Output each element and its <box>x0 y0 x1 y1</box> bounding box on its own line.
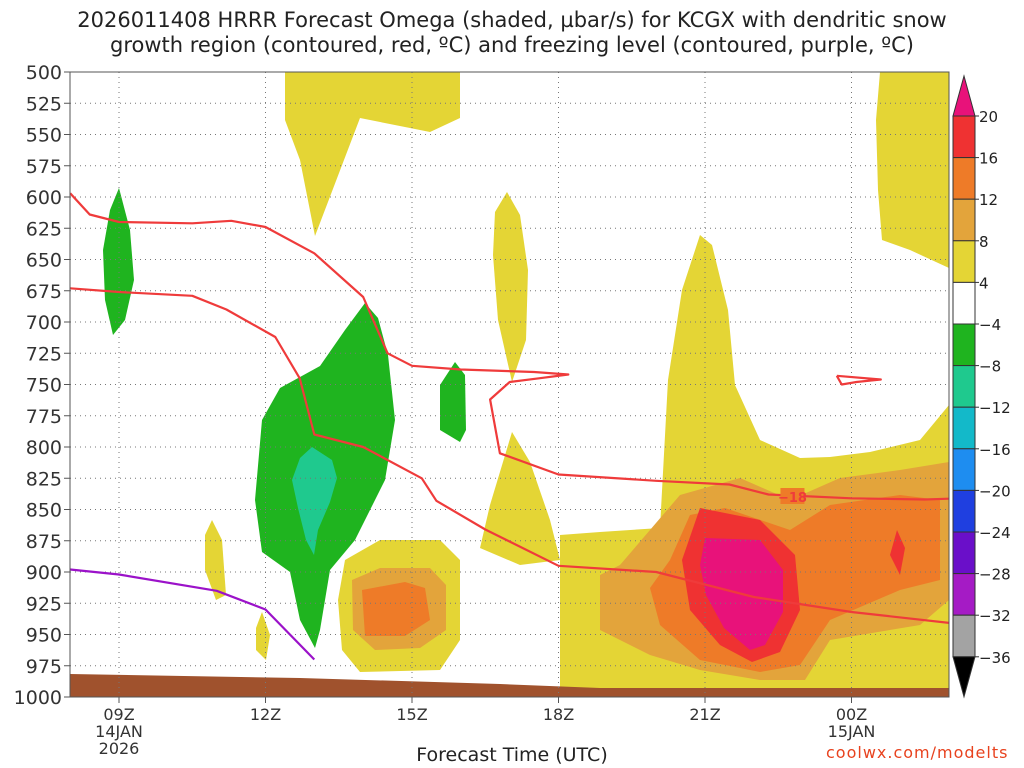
grid-lines <box>70 71 949 698</box>
colorbar-tick-label: −24 <box>979 524 1011 542</box>
omega-teal-region <box>292 447 337 555</box>
colorbar-swatch <box>952 157 976 200</box>
y-tick-label: 725 <box>26 343 62 365</box>
colorbar-swatch <box>952 614 976 658</box>
colorbar-swatch <box>952 531 976 575</box>
colorbar-swatch <box>952 323 976 367</box>
y-tick-label: 600 <box>26 187 62 209</box>
colorbar-tick-label: 4 <box>979 274 989 292</box>
colorbar-tick-label: −8 <box>979 358 1001 376</box>
y-tick-label: 1000 <box>14 687 62 709</box>
y-tick-label: 850 <box>26 500 62 522</box>
x-tick-date-label: 14JAN <box>95 722 143 741</box>
colorbar-tick-label: 8 <box>979 233 989 251</box>
credit-link[interactable]: coolwx.com/modelts <box>826 743 1009 762</box>
y-tick-label: 900 <box>26 562 62 584</box>
y-tick-label: 625 <box>26 218 62 240</box>
contour-line <box>70 568 316 661</box>
y-tick-label: 875 <box>26 531 62 553</box>
colorbar-swatch <box>952 573 976 616</box>
temperature-contours: −18 <box>70 192 949 661</box>
omega-yellow-region-narrow <box>493 192 528 382</box>
x-axis-label: Forecast Time (UTC) <box>416 744 608 766</box>
colorbar-tick-label: −20 <box>979 482 1011 500</box>
y-tick-label: 500 <box>26 62 62 84</box>
chart-title-line-2: growth region (contoured, red, ºC) and f… <box>110 33 914 57</box>
y-tick-label: 525 <box>26 93 62 115</box>
x-tick-label: 12Z <box>250 705 281 724</box>
colorbar-swatch <box>952 365 976 408</box>
y-tick-label: 775 <box>26 406 62 428</box>
colorbar: 20 16 12 8 4 −4 −8 −12 −16 −20 −24 −28 −32 −36 <box>952 74 1011 699</box>
omega-red-blob-right <box>890 530 905 575</box>
omega-green-region-left <box>103 188 134 335</box>
contour-label: −18 <box>778 491 807 506</box>
colorbar-swatch <box>952 115 976 159</box>
colorbar-tick-label: −32 <box>979 607 1011 625</box>
colorbar-swatch <box>952 281 976 325</box>
y-tick-label: 550 <box>26 125 62 147</box>
contour-label-bg <box>780 488 805 504</box>
omega-yellow-region-topright <box>876 72 949 268</box>
y-tick-label: 975 <box>26 656 62 678</box>
colorbar-tick-label: −36 <box>979 649 1011 667</box>
y-tick-label: 650 <box>26 250 62 272</box>
x-tick-label: 00Z <box>836 705 867 724</box>
y-tick-label: 575 <box>26 156 62 178</box>
y-tick-label: 825 <box>26 468 62 490</box>
colorbar-top-triangle <box>952 74 976 117</box>
omega-yellow-region-smalllow <box>205 520 226 600</box>
chart-title-line-1: 2026011408 HRRR Forecast Omega (shaded, … <box>77 8 947 32</box>
omega-orange-blob <box>362 582 430 636</box>
x-tick-label: 15Z <box>396 705 427 724</box>
omega-yellow-region-tiny <box>256 612 270 660</box>
omega-yellow-region-lowcenter <box>480 432 560 565</box>
colorbar-swatch <box>952 448 976 491</box>
colorbar-swatch <box>952 240 976 283</box>
y-tick-label: 675 <box>26 281 62 303</box>
colorbar-tick-label: −12 <box>979 399 1011 417</box>
colorbar-swatch <box>952 198 976 242</box>
colorbar-swatch <box>952 406 976 450</box>
contour-line <box>835 374 882 386</box>
y-tick-label: 950 <box>26 625 62 647</box>
omega-shading <box>70 72 949 697</box>
omega-yellow-region-top <box>285 72 460 236</box>
y-tick-label: 700 <box>26 312 62 334</box>
y-axis: 500 525 550 575 600 625 650 675 700 725 750 775 800 8… <box>14 62 70 709</box>
colorbar-tick-label: 20 <box>979 108 998 126</box>
terrain-surface <box>70 674 949 697</box>
contour-line <box>70 287 949 624</box>
x-tick-label: 18Z <box>543 705 574 724</box>
y-tick-label: 750 <box>26 375 62 397</box>
x-tick-date-label: 15JAN <box>828 722 876 741</box>
colorbar-tick-label: −16 <box>979 441 1011 459</box>
omega-green-region-small <box>440 362 466 442</box>
y-tick-label: 925 <box>26 593 62 615</box>
colorbar-tick-label: −4 <box>979 316 1001 334</box>
contour-line <box>70 192 949 501</box>
y-tick-label: 800 <box>26 437 62 459</box>
colorbar-swatch <box>952 489 976 533</box>
colorbar-tick-label: −28 <box>979 566 1011 584</box>
x-tick-label: 21Z <box>689 705 720 724</box>
colorbar-tick-label: 16 <box>979 150 998 168</box>
colorbar-bottom-triangle <box>952 656 976 699</box>
x-tick-label: 09Z <box>103 705 134 724</box>
x-tick-year-label: 2026 <box>99 739 140 758</box>
colorbar-tick-label: 12 <box>979 191 998 209</box>
